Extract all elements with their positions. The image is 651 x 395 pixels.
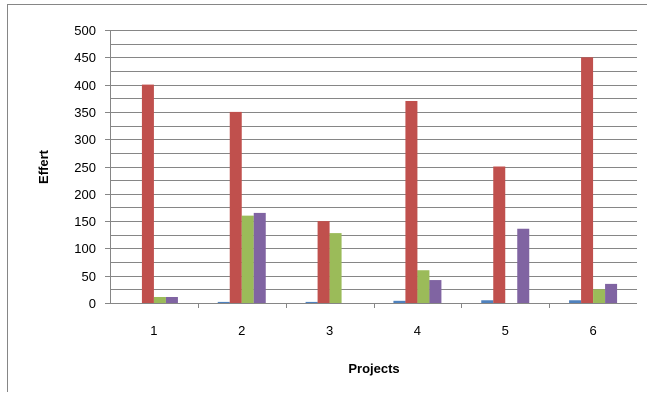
bar	[517, 228, 530, 303]
bar	[405, 100, 418, 303]
bars	[141, 57, 618, 304]
bar	[569, 300, 582, 303]
bar	[493, 166, 506, 303]
bar	[253, 212, 266, 303]
bar	[593, 289, 606, 303]
y-tick-label: 300	[74, 132, 96, 147]
y-tick-label: 150	[74, 214, 96, 229]
x-tick-label: 6	[589, 323, 596, 338]
chart-frame	[7, 4, 647, 392]
x-tick-label: 5	[502, 323, 509, 338]
bar	[153, 296, 166, 303]
gridlines	[110, 30, 637, 290]
bar	[605, 283, 618, 303]
y-tick-label: 50	[82, 269, 96, 284]
bar	[165, 296, 178, 303]
y-tick-label: 200	[74, 187, 96, 202]
bar	[417, 270, 430, 303]
bar	[229, 111, 242, 304]
y-tick-label: 0	[89, 296, 96, 311]
bar	[329, 233, 342, 303]
x-tick-label: 4	[414, 323, 421, 338]
bar	[217, 301, 230, 303]
y-tick-label: 400	[74, 78, 96, 93]
bar	[317, 221, 330, 303]
bar	[393, 300, 406, 303]
x-tick-label: 1	[150, 323, 157, 338]
x-tick-label: 2	[238, 323, 245, 338]
bar	[241, 215, 254, 303]
bar	[141, 84, 154, 303]
y-tick-label: 250	[74, 160, 96, 175]
bar	[429, 280, 442, 303]
x-axis-title: Projects	[348, 361, 399, 376]
y-tick-label: 500	[74, 23, 96, 38]
y-axis-title: Effert	[36, 149, 51, 184]
bar	[581, 57, 594, 303]
y-axis-ticks: 0 50 100 150 200 250 300 350 400 450 500	[74, 23, 110, 311]
y-tick-label: 350	[74, 105, 96, 120]
x-axis-ticks: 1 2 3 4 5 6	[150, 303, 597, 338]
y-tick-label: 100	[74, 241, 96, 256]
y-tick-label: 450	[74, 50, 96, 65]
bar	[481, 300, 494, 303]
bar	[305, 301, 318, 303]
x-tick-label: 3	[326, 323, 333, 338]
